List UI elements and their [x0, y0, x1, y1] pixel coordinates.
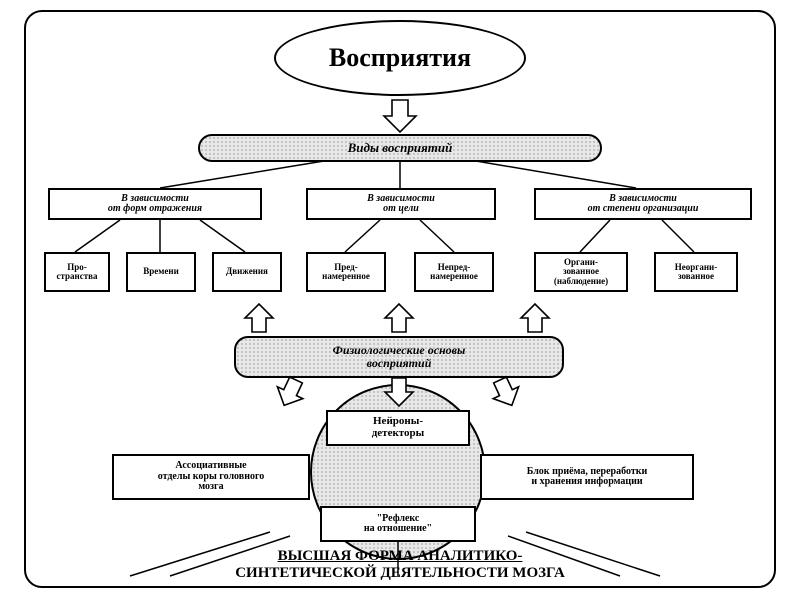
- leaf2-label: Времени: [143, 267, 179, 276]
- banner-line2: СИНТЕТИЧЕСКОЙ ДЕЯТЕЛЬНОСТИ МОЗГА: [235, 565, 565, 581]
- crit3-label: В зависимостиот степени организации: [588, 194, 699, 215]
- leaf3-label: Движения: [226, 267, 268, 276]
- crit1-label: В зависимостиот форм отражения: [108, 194, 202, 215]
- assoc-label: Ассоциативныеотделы коры головногомозга: [158, 461, 265, 493]
- block-label: Блок приёма, переработкии хранения инфор…: [527, 467, 648, 488]
- leaf6-label: Органи-зованное(наблюдение): [554, 258, 608, 286]
- leaf3-node: Движения: [212, 252, 282, 292]
- leaf4-label: Пред-намеренное: [322, 263, 370, 282]
- neur-node: Нейроны-детекторы: [326, 410, 470, 446]
- leaf5-node: Непред-намеренное: [414, 252, 494, 292]
- block-node: Блок приёма, переработкии хранения инфор…: [480, 454, 694, 500]
- leaf6-node: Органи-зованное(наблюдение): [534, 252, 628, 292]
- leaf1-label: Про-странства: [57, 263, 98, 282]
- reflex-label: "Рефлексна отношение": [364, 514, 432, 535]
- crit2-node: В зависимостиот цели: [306, 188, 496, 220]
- root-ellipse: Восприятия: [274, 20, 526, 96]
- types-label: Виды восприятий: [348, 141, 453, 155]
- leaf1-node: Про-странства: [44, 252, 110, 292]
- leaf7-label: Неоргани-зованное: [675, 263, 717, 282]
- neur-label: Нейроны-детекторы: [372, 416, 425, 439]
- leaf4-node: Пред-намеренное: [306, 252, 386, 292]
- leaf5-label: Непред-намеренное: [430, 263, 478, 282]
- crit2-label: В зависимостиот цели: [367, 194, 435, 215]
- root-label: Восприятия: [329, 44, 471, 71]
- reflex-node: "Рефлексна отношение": [320, 506, 476, 542]
- phys-node: Физиологические основывосприятий: [234, 336, 564, 378]
- types-node: Виды восприятий: [198, 134, 602, 162]
- leaf7-node: Неоргани-зованное: [654, 252, 738, 292]
- banner-line1: ВЫСШАЯ ФОРМА АНАЛИТИКО-: [278, 548, 523, 564]
- crit1-node: В зависимостиот форм отражения: [48, 188, 262, 220]
- bottom-banner: ВЫСШАЯ ФОРМА АНАЛИТИКО- СИНТЕТИЧЕСКОЙ ДЕ…: [0, 548, 800, 582]
- crit3-node: В зависимостиот степени организации: [534, 188, 752, 220]
- phys-label: Физиологические основывосприятий: [333, 344, 466, 369]
- assoc-node: Ассоциативныеотделы коры головногомозга: [112, 454, 310, 500]
- leaf2-node: Времени: [126, 252, 196, 292]
